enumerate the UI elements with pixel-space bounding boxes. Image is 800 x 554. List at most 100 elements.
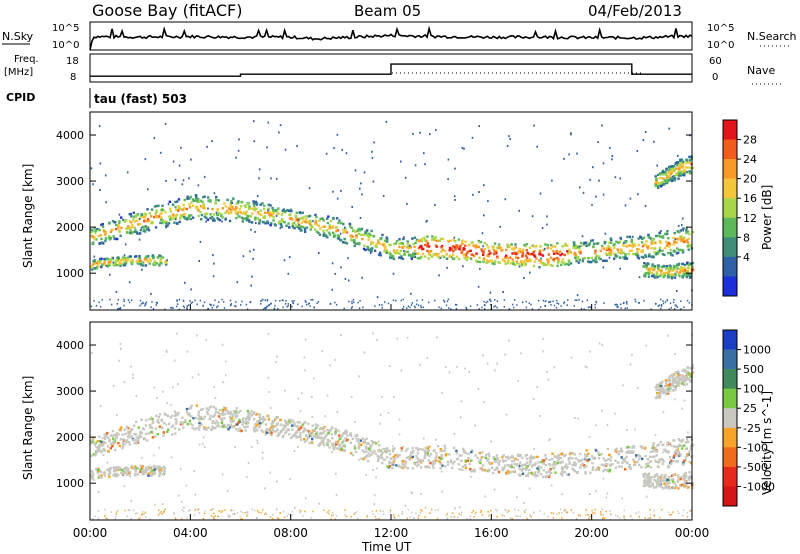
velocity-point: [261, 509, 264, 511]
velocity-point: [273, 430, 276, 433]
velocity-point: [501, 456, 504, 459]
power-point: [393, 242, 396, 246]
power-point: [140, 226, 143, 229]
power-point: [581, 300, 584, 303]
velocity-point: [453, 516, 456, 518]
power-point: [314, 213, 317, 217]
power-point: [441, 248, 445, 251]
velocity-point: [661, 487, 665, 490]
velocity-point: [684, 456, 688, 459]
power-point: [496, 256, 499, 260]
time-tick-label: 08:00: [273, 526, 308, 540]
velocity-point: [390, 466, 392, 469]
velocity-point: [126, 515, 128, 518]
power-point: [335, 217, 339, 220]
velocity-point: [508, 464, 511, 467]
velocity-point: [581, 458, 584, 461]
power-point: [563, 253, 566, 257]
velocity-point: [639, 445, 643, 448]
power-point: [666, 232, 669, 236]
power-point: [402, 237, 405, 241]
velocity-point: [253, 430, 256, 433]
velocity-point: [435, 459, 438, 462]
power-point: [359, 187, 361, 190]
power-point: [515, 252, 518, 256]
power-point: [253, 140, 256, 143]
velocity-point: [139, 468, 142, 471]
velocity-point: [276, 422, 279, 425]
velocity-ytick-label: 4000: [56, 339, 84, 352]
velocity-point: [654, 486, 658, 489]
velocity-point: [401, 463, 404, 466]
power-point: [644, 265, 648, 268]
power-point: [654, 275, 658, 278]
power-point: [652, 242, 655, 245]
power-point: [414, 252, 417, 255]
velocity-point: [529, 460, 532, 463]
power-point: [349, 238, 353, 241]
power-point: [595, 254, 598, 257]
velocity-point: [218, 510, 220, 512]
velocity-point: [267, 418, 271, 421]
power-point: [209, 216, 212, 220]
velocity-point: [671, 479, 674, 482]
velocity-point: [486, 459, 489, 462]
power-point: [203, 215, 207, 219]
power-point: [544, 304, 546, 307]
velocity-point: [439, 448, 442, 451]
power-point: [142, 228, 146, 231]
power-point: [271, 214, 274, 217]
power-point: [654, 241, 657, 245]
power-point: [215, 211, 218, 214]
power-point: [367, 234, 370, 238]
power-point: [479, 267, 481, 270]
power-point: [563, 261, 566, 264]
velocity-point: [151, 427, 154, 430]
power-point: [520, 264, 523, 267]
velocity-point: [469, 518, 472, 520]
power-point: [482, 253, 485, 256]
velocity-point: [645, 463, 648, 466]
power-point: [487, 246, 490, 249]
power-point: [666, 180, 669, 183]
power-point: [413, 305, 416, 308]
velocity-point: [363, 351, 366, 354]
power-point: [620, 251, 624, 254]
power-point: [343, 307, 345, 310]
velocity-point: [185, 407, 189, 411]
velocity-point: [614, 466, 617, 469]
power-point: [581, 260, 584, 263]
velocity-point: [455, 457, 459, 461]
velocity-point: [331, 512, 333, 514]
velocity-point: [592, 512, 594, 514]
velocity-point: [374, 515, 376, 518]
velocity-point: [331, 437, 334, 440]
velocity-point: [334, 440, 338, 444]
power-point: [395, 299, 397, 302]
velocity-point: [92, 436, 95, 439]
velocity-point: [479, 461, 482, 465]
velocity-point: [246, 409, 250, 413]
power-point: [188, 217, 191, 220]
power-point: [428, 301, 430, 304]
power-point: [209, 199, 212, 202]
power-point: [454, 198, 456, 201]
power-point: [350, 226, 353, 230]
velocity-point: [657, 388, 661, 392]
power-point: [406, 240, 409, 243]
velocity-point: [92, 453, 95, 456]
velocity-point: [156, 433, 159, 436]
velocity-point: [393, 514, 395, 516]
velocity-point: [496, 509, 498, 512]
velocity-point: [153, 386, 156, 389]
velocity-point: [228, 426, 232, 429]
velocity-point: [376, 467, 378, 470]
velocity-point: [177, 411, 180, 415]
velocity-point: [651, 450, 655, 453]
velocity-point: [421, 459, 425, 462]
power-point: [665, 267, 668, 271]
velocity-point: [353, 513, 355, 516]
power-point: [448, 246, 452, 250]
velocity-point: [424, 446, 428, 449]
power-point: [536, 145, 538, 148]
